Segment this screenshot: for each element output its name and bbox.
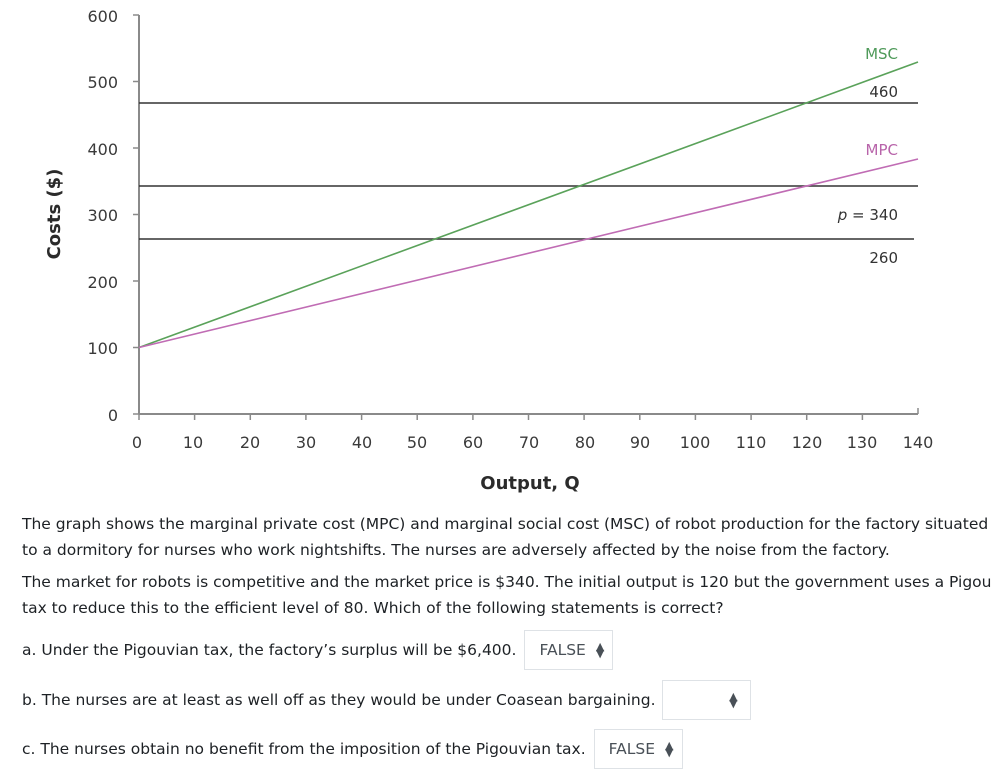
label-460: 460: [869, 83, 898, 101]
x-tick-label: 60: [463, 433, 483, 452]
statement-a-selected-value: FALSE: [539, 641, 586, 659]
y-tick-label: 600: [87, 7, 118, 26]
statement-b-text: b. The nurses are at least as well off a…: [22, 691, 656, 709]
x-tick-label: 40: [352, 433, 372, 452]
y-ticks: [133, 14, 139, 415]
sort-arrows-icon: ▲ ▼: [729, 690, 738, 710]
x-tick-label: 110: [736, 433, 767, 452]
paragraph-1-line-2: to a dormitory for nurses who work night…: [22, 541, 890, 559]
sort-arrows-icon: ▲ ▼: [595, 640, 605, 660]
x-tick-label: 120: [792, 433, 823, 452]
x-tick-label: 0: [132, 433, 142, 452]
x-tick-label: 50: [407, 433, 427, 452]
question-paragraph-2: The market for robots is competitive and…: [22, 569, 992, 621]
x-tick-label: 130: [847, 433, 878, 452]
price-value: = 340: [847, 206, 898, 224]
sort-arrows-icon: ▲ ▼: [665, 739, 674, 759]
y-tick-label: 100: [87, 339, 118, 358]
y-tick-label: 300: [87, 206, 118, 225]
paragraph-2-line-1: The market for robots is competitive and…: [22, 573, 992, 591]
x-tick-label: 20: [240, 433, 260, 452]
cost-chart: 0 100 200 300 400 500 600 0 10 20 30 40 …: [44, 7, 933, 494]
y-tick-label: 200: [87, 273, 118, 292]
y-tick-label: 500: [87, 73, 118, 92]
msc-line: [138, 61, 919, 349]
msc-label: MSC: [865, 45, 898, 63]
x-axis-title: Output, Q: [480, 473, 579, 494]
y-tick-label: 400: [87, 140, 118, 159]
paragraph-2-line-2: tax to reduce this to the efficient leve…: [22, 599, 724, 617]
x-tick-label: 140: [903, 433, 934, 452]
statement-c: c. The nurses obtain no benefit from the…: [22, 729, 683, 769]
x-tick-label: 90: [630, 433, 650, 452]
y-tick-labels: 0 100 200 300 400 500 600: [87, 7, 118, 425]
statement-b-select[interactable]: ▲ ▼: [661, 680, 751, 720]
x-tick-label: 70: [519, 433, 539, 452]
statement-c-text: c. The nurses obtain no benefit from the…: [22, 740, 586, 758]
paragraph-1-line-1: The graph shows the marginal private cos…: [22, 515, 992, 533]
statement-c-selected-value: FALSE: [608, 740, 656, 758]
statement-a: a. Under the Pigouvian tax, the factory’…: [22, 630, 614, 670]
x-tick-label: 100: [680, 433, 711, 452]
mpc-label: MPC: [866, 141, 898, 159]
mpc-line: [138, 158, 919, 349]
statement-c-select[interactable]: FALSE ▲ ▼: [593, 729, 683, 769]
x-tick-label: 10: [183, 433, 203, 452]
statement-a-select[interactable]: FALSE ▲ ▼: [524, 630, 614, 670]
x-ticks: [138, 408, 919, 420]
statement-a-text: a. Under the Pigouvian tax, the factory’…: [22, 641, 517, 659]
x-tick-label: 30: [296, 433, 316, 452]
y-axis-title: Costs ($): [44, 169, 65, 260]
statement-b: b. The nurses are at least as well off a…: [22, 680, 751, 720]
price-symbol: p: [837, 206, 848, 224]
x-tick-label: 80: [575, 433, 595, 452]
question-paragraph-1: The graph shows the marginal private cos…: [22, 511, 992, 563]
label-340: p = 340: [837, 206, 898, 224]
x-tick-labels: 0 10 20 30 40 50 60 70 80 90 100 110 120…: [132, 433, 933, 452]
y-tick-label: 0: [108, 406, 118, 425]
label-260: 260: [869, 249, 898, 267]
